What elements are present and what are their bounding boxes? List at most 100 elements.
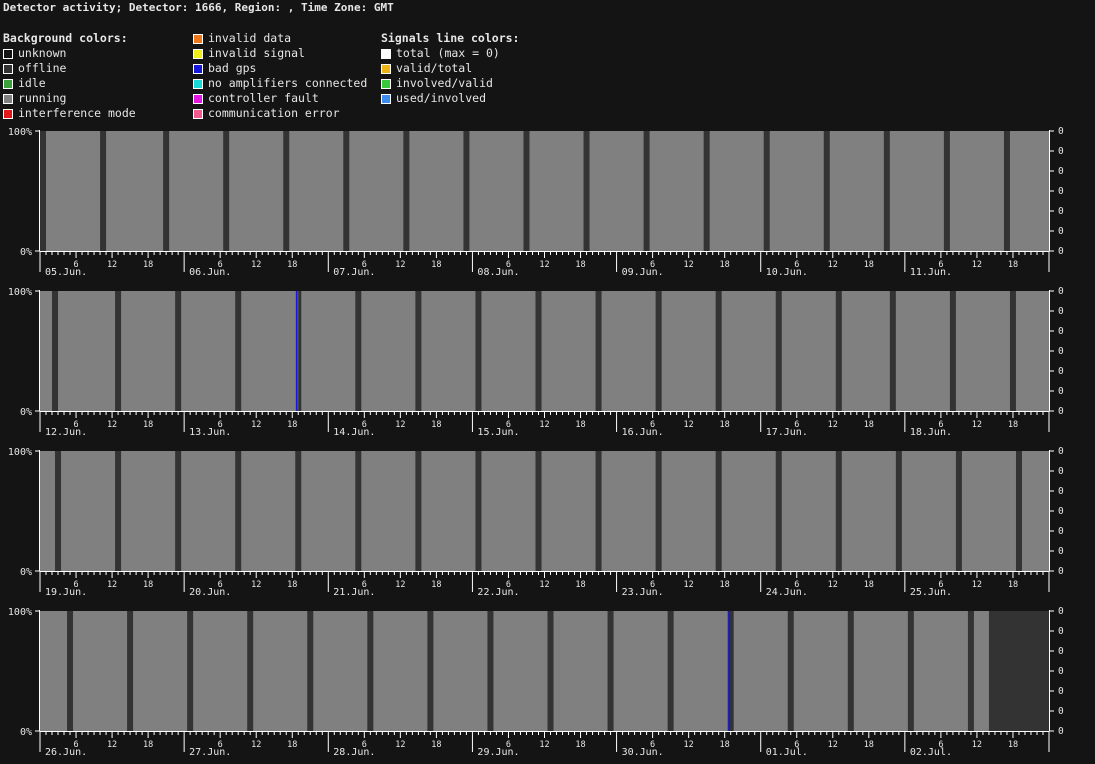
hour-tick-label: 12: [251, 420, 261, 430]
fault-colors-list: invalid data invalid signal bad gps no ampl…: [193, 31, 367, 121]
legend-swatch: [381, 63, 391, 74]
signal-legend-item: involved/valid: [381, 76, 519, 91]
hour-tick-label: 18: [143, 260, 153, 270]
hour-tick-label: 6: [650, 420, 655, 430]
day-label: 28.Jun.: [333, 747, 375, 758]
hour-tick-label: 6: [73, 580, 78, 590]
running-segment: [553, 611, 608, 731]
hour-tick-label: 18: [287, 580, 297, 590]
hour-tick-label: 12: [972, 740, 982, 750]
hour-tick-label: 18: [575, 260, 585, 270]
bad-gps-segment: [728, 611, 731, 731]
running-segment: [106, 131, 164, 251]
hour-tick-label: 18: [1008, 260, 1018, 270]
day-label: 05.Jun.: [45, 267, 87, 278]
y-right-tick-label: 0: [1058, 626, 1064, 637]
legend-swatch: [3, 93, 13, 104]
hour-tick-label: 18: [864, 580, 874, 590]
background-legend-item: interference mode: [3, 106, 136, 121]
day-label: 01.Jul.: [766, 747, 808, 758]
y-right-tick-label: 0: [1058, 406, 1064, 417]
running-segment: [853, 611, 908, 731]
running-segment: [409, 131, 464, 251]
hour-tick-label: 12: [539, 260, 549, 270]
hour-tick-label: 18: [864, 420, 874, 430]
hour-tick-label: 6: [650, 580, 655, 590]
running-segment: [361, 451, 416, 571]
hour-tick-label: 12: [539, 580, 549, 590]
y-tick-label: 100%: [8, 447, 32, 458]
day-label: 16.Jun.: [622, 427, 664, 438]
running-segment: [589, 131, 644, 251]
running-segment: [781, 291, 836, 411]
hour-tick-label: 6: [794, 580, 799, 590]
hour-tick-label: 6: [650, 260, 655, 270]
running-segment: [373, 611, 428, 731]
hour-tick-label: 18: [720, 260, 730, 270]
signal-colors-legend: Signals line colors: total (max = 0) vali…: [381, 31, 519, 106]
hour-tick-label: 18: [720, 420, 730, 430]
running-segment: [529, 131, 584, 251]
running-segment: [1021, 451, 1049, 571]
running-segment: [829, 131, 884, 251]
running-segment: [133, 611, 188, 731]
legend-swatch: [3, 63, 13, 74]
running-segment: [949, 131, 1004, 251]
background-colors-heading: Background colors:: [3, 31, 128, 45]
hour-tick-label: 6: [938, 260, 943, 270]
running-segment: [40, 291, 53, 411]
y-right-tick-label: 0: [1058, 306, 1064, 317]
running-segment: [301, 291, 356, 411]
running-segment: [289, 131, 344, 251]
hour-tick-label: 18: [864, 740, 874, 750]
running-segment: [40, 451, 56, 571]
hour-tick-label: 12: [684, 260, 694, 270]
running-segment: [121, 291, 176, 411]
hour-tick-label: 18: [431, 580, 441, 590]
y-right-tick-label: 0: [1058, 606, 1064, 617]
hour-tick-label: 12: [684, 420, 694, 430]
day-label: 11.Jun.: [910, 267, 952, 278]
background-legend-item: idle: [3, 76, 136, 91]
hour-tick-label: 12: [972, 580, 982, 590]
running-segment: [361, 291, 416, 411]
running-segment: [601, 451, 656, 571]
running-segment: [121, 451, 176, 571]
running-segment: [61, 451, 116, 571]
running-segment: [421, 291, 476, 411]
hour-tick-label: 18: [575, 580, 585, 590]
y-right-tick-label: 0: [1058, 246, 1064, 257]
hour-tick-label: 6: [362, 580, 367, 590]
day-label: 22.Jun.: [477, 587, 519, 598]
running-segment: [889, 131, 944, 251]
day-label: 06.Jun.: [189, 267, 231, 278]
day-label: 08.Jun.: [477, 267, 519, 278]
running-segment: [169, 131, 224, 251]
running-segment: [901, 451, 956, 571]
fault-legend-item: invalid signal: [193, 46, 367, 61]
legend-label: no amplifiers connected: [208, 76, 368, 90]
y-right-tick-label: 0: [1058, 386, 1064, 397]
running-segment: [493, 611, 548, 731]
running-segment: [913, 611, 968, 731]
hour-tick-label: 6: [362, 420, 367, 430]
y-tick-label: 100%: [8, 607, 32, 618]
signal-colors-list: total (max = 0) valid/total involved/valid…: [381, 46, 519, 106]
running-segment: [661, 451, 716, 571]
fault-legend-item: controller fault: [193, 91, 367, 106]
hour-tick-label: 6: [73, 420, 78, 430]
hour-tick-label: 6: [794, 420, 799, 430]
hour-tick-label: 6: [506, 420, 511, 430]
y-right-tick-label: 0: [1058, 206, 1064, 217]
hour-tick-label: 6: [73, 260, 78, 270]
hour-tick-label: 18: [1008, 420, 1018, 430]
running-segment: [1009, 131, 1049, 251]
hour-tick-label: 12: [251, 260, 261, 270]
running-segment: [469, 131, 524, 251]
hour-tick-label: 12: [972, 260, 982, 270]
legend-swatch: [381, 48, 391, 59]
y-tick-label: 0%: [20, 727, 32, 738]
running-segment: [229, 131, 284, 251]
running-segment: [709, 131, 764, 251]
